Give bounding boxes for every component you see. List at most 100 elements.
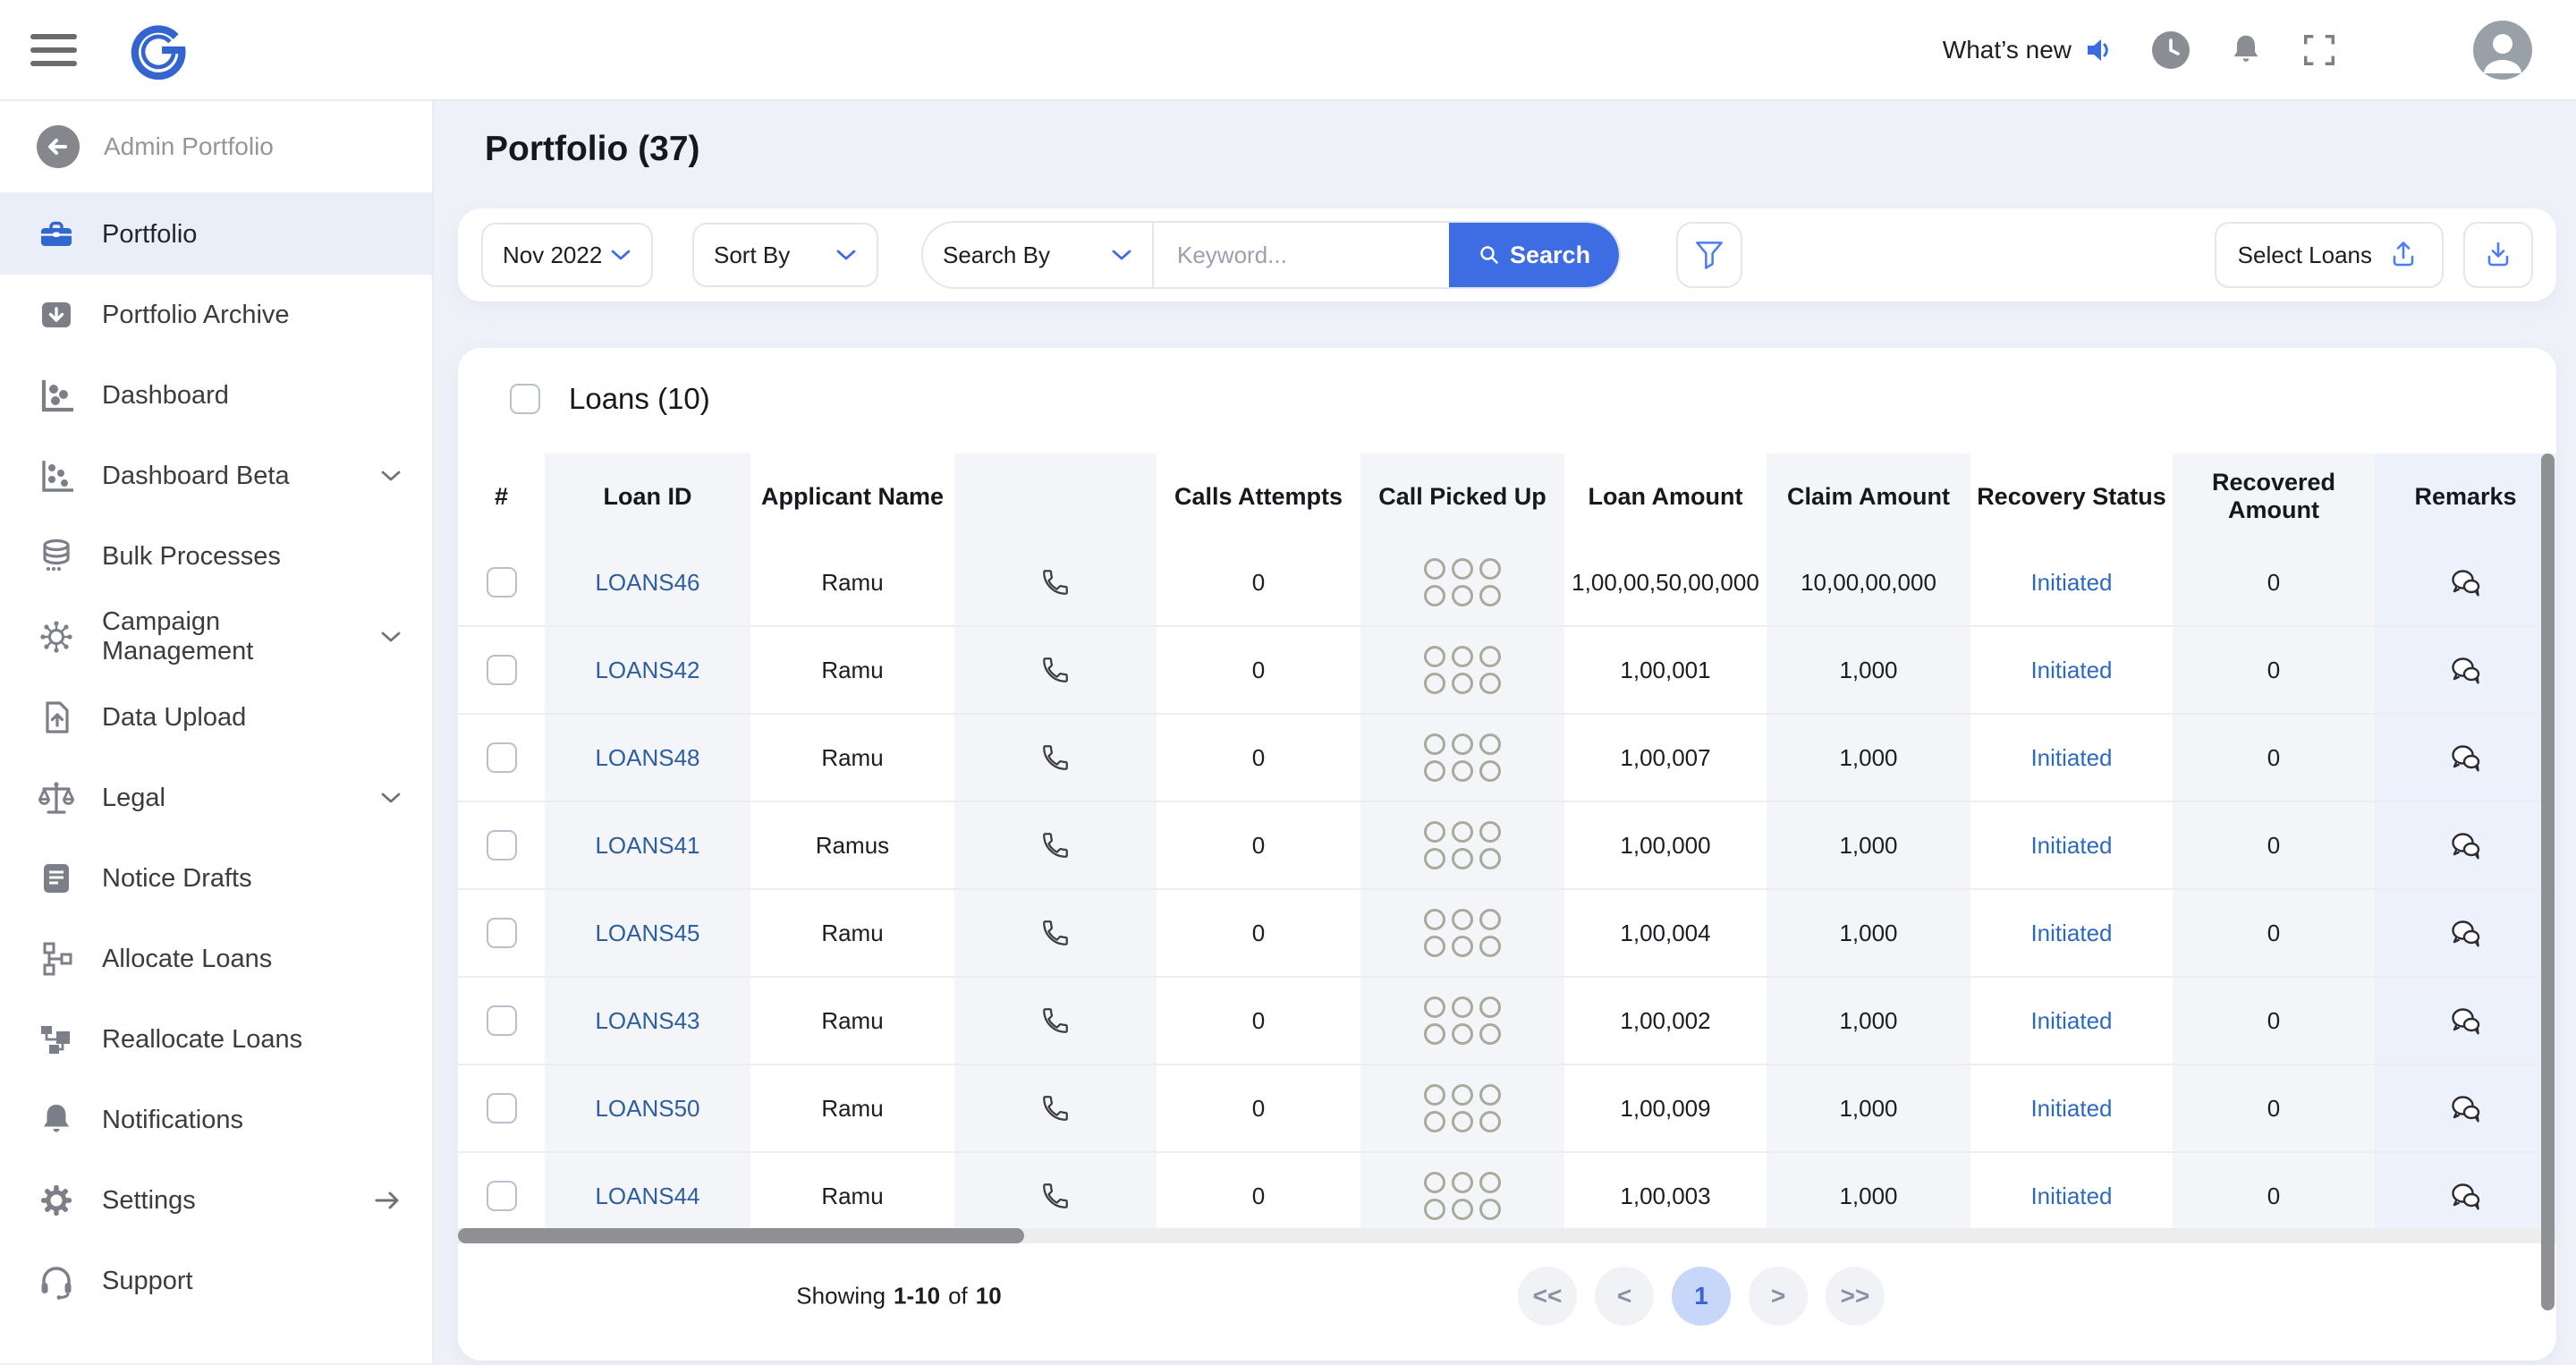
row-checkbox[interactable] xyxy=(486,567,517,598)
archive-icon xyxy=(36,295,77,335)
loan-amount-value: 1,00,009 xyxy=(1620,1094,1711,1122)
loan-id-link[interactable]: LOANS45 xyxy=(595,919,700,946)
loan-id-link[interactable]: LOANS46 xyxy=(595,568,700,596)
row-checkbox[interactable] xyxy=(486,918,517,948)
horizontal-scrollbar-thumb[interactable] xyxy=(458,1228,1024,1243)
sidebar-item-admin-portfolio[interactable]: Admin Portfolio xyxy=(0,101,432,194)
loan-id-link[interactable]: LOANS41 xyxy=(595,831,700,859)
select-all-checkbox[interactable] xyxy=(510,384,540,414)
select-loans-button[interactable]: Select Loans xyxy=(2214,222,2444,288)
sidebar-item-portfolio-archive[interactable]: Portfolio Archive xyxy=(0,275,432,355)
keyword-input[interactable] xyxy=(1154,223,1449,287)
pagination-last-button[interactable]: >> xyxy=(1826,1267,1885,1326)
notifications-button[interactable] xyxy=(2227,30,2265,70)
pagination-next-button[interactable]: > xyxy=(1749,1267,1808,1326)
sidebar-item-portfolio[interactable]: Portfolio xyxy=(0,194,432,275)
volume-icon xyxy=(2088,38,2108,61)
search-button-label: Search xyxy=(1510,241,1591,268)
claim-amount-value: 1,000 xyxy=(1767,1153,1970,1228)
col-header-loan-id: Loan ID xyxy=(545,454,750,539)
sidebar-item-legal[interactable]: Legal xyxy=(0,758,432,838)
whats-new-link[interactable]: What’s new xyxy=(1943,35,2114,65)
row-checkbox[interactable] xyxy=(486,830,517,861)
phone-icon[interactable] xyxy=(1040,567,1071,598)
recovered-amount-value: 0 xyxy=(2173,539,2375,625)
row-checkbox[interactable] xyxy=(486,1181,517,1211)
recovery-status-link[interactable]: Initiated xyxy=(2030,568,2113,596)
sidebar-item-support[interactable]: Support xyxy=(0,1241,432,1321)
search-button[interactable]: Search xyxy=(1449,223,1620,287)
recovery-status-link[interactable]: Initiated xyxy=(2030,1182,2113,1209)
search-by-dropdown[interactable]: Search By xyxy=(923,223,1154,287)
row-checkbox[interactable] xyxy=(486,1005,517,1036)
recovery-status-link[interactable]: Initiated xyxy=(2030,1006,2113,1034)
phone-icon[interactable] xyxy=(1040,1181,1071,1211)
loan-id-link[interactable]: LOANS44 xyxy=(595,1182,700,1209)
sidebar-item-notifications[interactable]: Notifications xyxy=(0,1080,432,1160)
remarks-chat-icon[interactable] xyxy=(2449,742,2483,773)
sidebar-item-campaign-management[interactable]: Campaign Management xyxy=(0,597,432,677)
brand-logo[interactable] xyxy=(129,21,188,80)
remarks-chat-icon[interactable] xyxy=(2449,655,2483,685)
loan-amount-value: 1,00,003 xyxy=(1620,1182,1711,1209)
history-button[interactable] xyxy=(2150,30,2191,71)
phone-icon[interactable] xyxy=(1040,655,1071,685)
briefcase-icon xyxy=(36,215,77,254)
call-picked-up-indicator xyxy=(1424,1084,1501,1132)
month-filter-dropdown[interactable]: Nov 2022 xyxy=(481,223,653,287)
remarks-chat-icon[interactable] xyxy=(2449,918,2483,948)
call-picked-up-indicator xyxy=(1424,821,1501,869)
sidebar-item-bulk-processes[interactable]: Bulk Processes xyxy=(0,516,432,597)
phone-icon[interactable] xyxy=(1040,1093,1071,1123)
phone-icon[interactable] xyxy=(1040,918,1071,948)
remarks-chat-icon[interactable] xyxy=(2449,1005,2483,1036)
vertical-scrollbar-thumb[interactable] xyxy=(2541,454,2555,1310)
sidebar-item-data-upload[interactable]: Data Upload xyxy=(0,677,432,758)
pagination-first-button[interactable]: << xyxy=(1518,1267,1577,1326)
table-row: LOANS48 Ramu 0 1,00,007 1,000 Initiated … xyxy=(458,715,2556,802)
remarks-chat-icon[interactable] xyxy=(2449,1181,2483,1211)
loan-id-link[interactable]: LOANS48 xyxy=(595,743,700,771)
table-header-row: # Loan ID Applicant Name Calls Attempts … xyxy=(458,454,2556,539)
phone-icon[interactable] xyxy=(1040,742,1071,773)
sidebar-item-allocate-loans[interactable]: Allocate Loans xyxy=(0,919,432,999)
sidebar-item-label: Campaign Management xyxy=(102,607,254,666)
remarks-chat-icon[interactable] xyxy=(2449,830,2483,861)
loan-id-link[interactable]: LOANS42 xyxy=(595,656,700,683)
user-avatar[interactable] xyxy=(2472,20,2533,81)
phone-icon[interactable] xyxy=(1040,1005,1071,1036)
recovery-status-link[interactable]: Initiated xyxy=(2030,831,2113,859)
hamburger-menu-icon[interactable] xyxy=(30,32,77,68)
loan-id-link[interactable]: LOANS50 xyxy=(595,1094,700,1122)
call-picked-up-indicator xyxy=(1424,646,1501,694)
chevron-down-icon xyxy=(611,250,631,260)
sidebar-item-dashboard-beta[interactable]: Dashboard Beta xyxy=(0,436,432,516)
recovery-status-link[interactable]: Initiated xyxy=(2030,743,2113,771)
remarks-chat-icon[interactable] xyxy=(2449,1093,2483,1123)
recovery-status-link[interactable]: Initiated xyxy=(2030,656,2113,683)
sort-by-dropdown[interactable]: Sort By xyxy=(692,223,878,287)
recovery-status-link[interactable]: Initiated xyxy=(2030,919,2113,946)
table-row: LOANS44 Ramu 0 1,00,003 1,000 Initiated … xyxy=(458,1153,2556,1228)
sidebar-item-settings[interactable]: Settings xyxy=(0,1160,432,1241)
row-checkbox[interactable] xyxy=(486,742,517,773)
sidebar: Admin Portfolio Portfolio xyxy=(0,101,434,1363)
applicant-name: Ramu xyxy=(821,656,884,683)
sidebar-item-reallocate-loans[interactable]: Reallocate Loans xyxy=(0,999,432,1080)
loan-id-link[interactable]: LOANS43 xyxy=(595,1006,700,1034)
table-rows-viewport: LOANS46 Ramu 0 1,00,00,50,00,000 10,00,0… xyxy=(458,539,2556,1228)
sidebar-item-dashboard[interactable]: Dashboard xyxy=(0,355,432,436)
filter-button[interactable] xyxy=(1676,222,1743,288)
pagination-prev-button[interactable]: < xyxy=(1595,1267,1654,1326)
col-header-recovered-amount: Recovered Amount xyxy=(2173,454,2375,539)
fullscreen-button[interactable] xyxy=(2301,31,2338,69)
recovery-status-link[interactable]: Initiated xyxy=(2030,1094,2113,1122)
remarks-chat-icon[interactable] xyxy=(2449,567,2483,598)
pagination-page-1-button[interactable]: 1 xyxy=(1672,1267,1731,1326)
phone-icon[interactable] xyxy=(1040,830,1071,861)
row-checkbox[interactable] xyxy=(486,655,517,685)
sidebar-item-notice-drafts[interactable]: Notice Drafts xyxy=(0,838,432,919)
row-checkbox[interactable] xyxy=(486,1093,517,1123)
download-button[interactable] xyxy=(2463,222,2533,288)
applicant-name: Ramu xyxy=(821,1182,884,1209)
